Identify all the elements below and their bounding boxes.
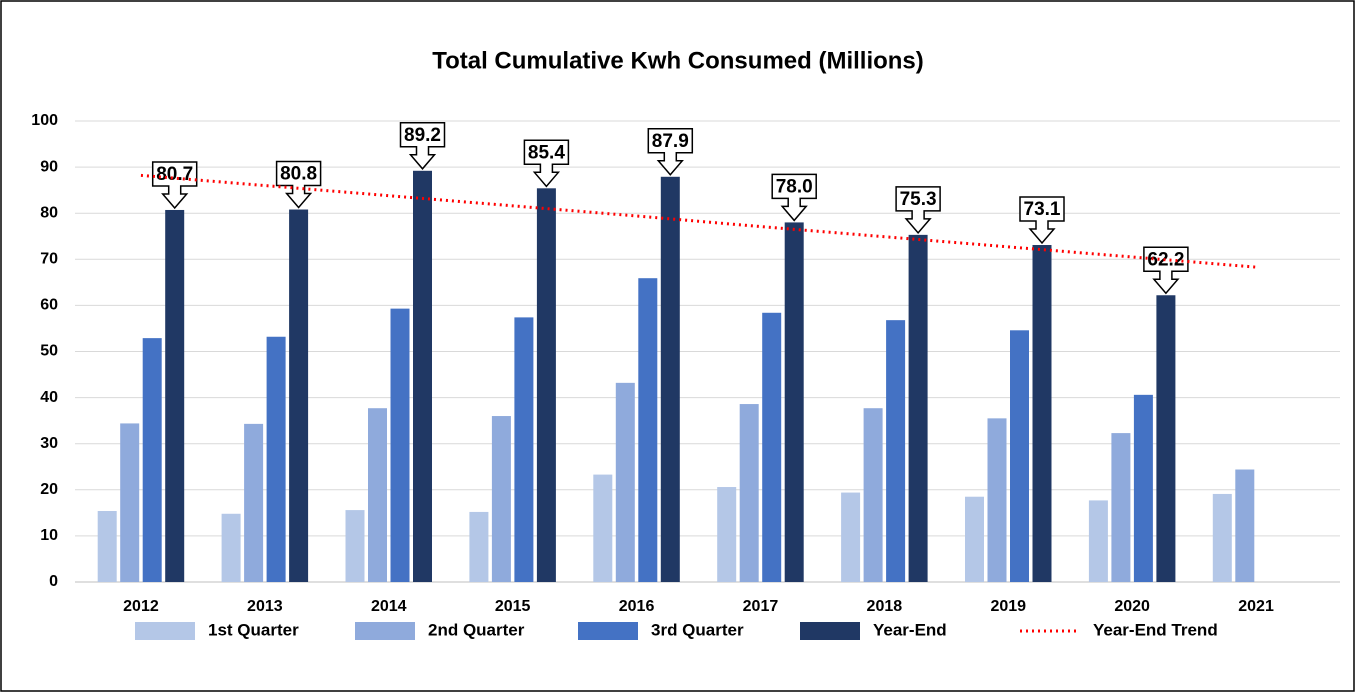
bar (97, 511, 117, 582)
callout (523, 139, 570, 188)
bar (390, 308, 410, 582)
y-tick-label: 70 (40, 251, 58, 268)
data-label: 73.1 (1024, 199, 1061, 220)
data-label: 85.4 (528, 142, 565, 163)
legend-swatch (135, 622, 195, 640)
bar (1156, 295, 1176, 582)
data-label: 75.3 (900, 189, 937, 210)
legend-label: 3rd Quarter (651, 620, 744, 639)
bar (1088, 500, 1108, 582)
x-tick-label: 2021 (1238, 598, 1274, 615)
callout (647, 128, 694, 176)
legend-swatch (578, 622, 638, 640)
bar (266, 336, 286, 582)
x-tick-label: 2015 (495, 598, 531, 615)
bar (1010, 330, 1029, 582)
bar (965, 496, 984, 582)
bar (660, 176, 680, 582)
legend-label: Year-End Trend (1093, 620, 1218, 639)
callout (275, 160, 322, 209)
bar (491, 416, 511, 582)
bar (615, 382, 635, 582)
bar (120, 423, 140, 582)
y-tick-label: 30 (40, 435, 58, 452)
bar (1133, 394, 1153, 582)
data-label: 78.0 (776, 176, 813, 197)
bar (739, 404, 759, 582)
bar (886, 320, 906, 582)
x-tick-label: 2012 (123, 598, 159, 615)
y-tick-label: 80 (40, 204, 58, 221)
callout (1143, 246, 1189, 295)
x-tick-label: 2018 (867, 598, 903, 615)
bar (536, 188, 556, 582)
bar (244, 423, 264, 582)
callout (1019, 196, 1065, 245)
bar (784, 222, 804, 583)
bar (221, 513, 241, 582)
bar (345, 510, 365, 582)
x-tick-label: 2016 (619, 598, 655, 615)
data-label: 89.2 (404, 125, 441, 146)
bar (1212, 493, 1232, 582)
bar (908, 234, 928, 582)
bar (593, 474, 613, 582)
data-label: 80.7 (156, 164, 193, 185)
x-tick-label: 2014 (371, 598, 407, 615)
legend-label: 2nd Quarter (428, 620, 525, 639)
bar (987, 418, 1007, 582)
bar (413, 170, 432, 582)
chart-title: Total Cumulative Kwh Consumed (Millions) (432, 47, 924, 74)
y-tick-label: 10 (40, 527, 58, 544)
bar (469, 511, 489, 582)
callout (771, 173, 817, 222)
y-tick-label: 40 (40, 389, 58, 406)
y-tick-label: 90 (40, 158, 58, 175)
bar (638, 278, 658, 582)
bar (289, 209, 309, 582)
trend-line (140, 173, 1257, 269)
data-label: 80.8 (280, 164, 317, 185)
x-tick-label: 2017 (743, 598, 779, 615)
bar (142, 338, 162, 582)
callout (399, 122, 446, 170)
bar (368, 408, 387, 582)
y-tick-label: 50 (40, 343, 58, 360)
legend-swatch (800, 622, 860, 640)
callout (895, 186, 941, 235)
bar (1235, 469, 1255, 582)
bar (717, 487, 737, 582)
legend-label: Year-End (873, 620, 947, 639)
bar (762, 312, 782, 582)
bar (165, 209, 185, 582)
legend-label: 1st Quarter (208, 620, 299, 639)
y-tick-label: 0 (49, 573, 58, 590)
x-tick-label: 2020 (1114, 598, 1150, 615)
x-tick-label: 2013 (247, 598, 283, 615)
y-tick-label: 20 (40, 481, 58, 498)
bar (1032, 245, 1052, 582)
data-label: 62.2 (1147, 249, 1184, 270)
bar (514, 317, 534, 582)
y-tick-label: 60 (40, 297, 58, 314)
bar (1111, 433, 1131, 582)
y-tick-label: 100 (31, 112, 58, 129)
bar (841, 492, 861, 582)
data-label: 87.9 (652, 131, 689, 152)
legend-swatch (355, 622, 415, 640)
x-tick-label: 2019 (990, 598, 1026, 615)
bar (863, 408, 883, 582)
callout (151, 161, 198, 210)
